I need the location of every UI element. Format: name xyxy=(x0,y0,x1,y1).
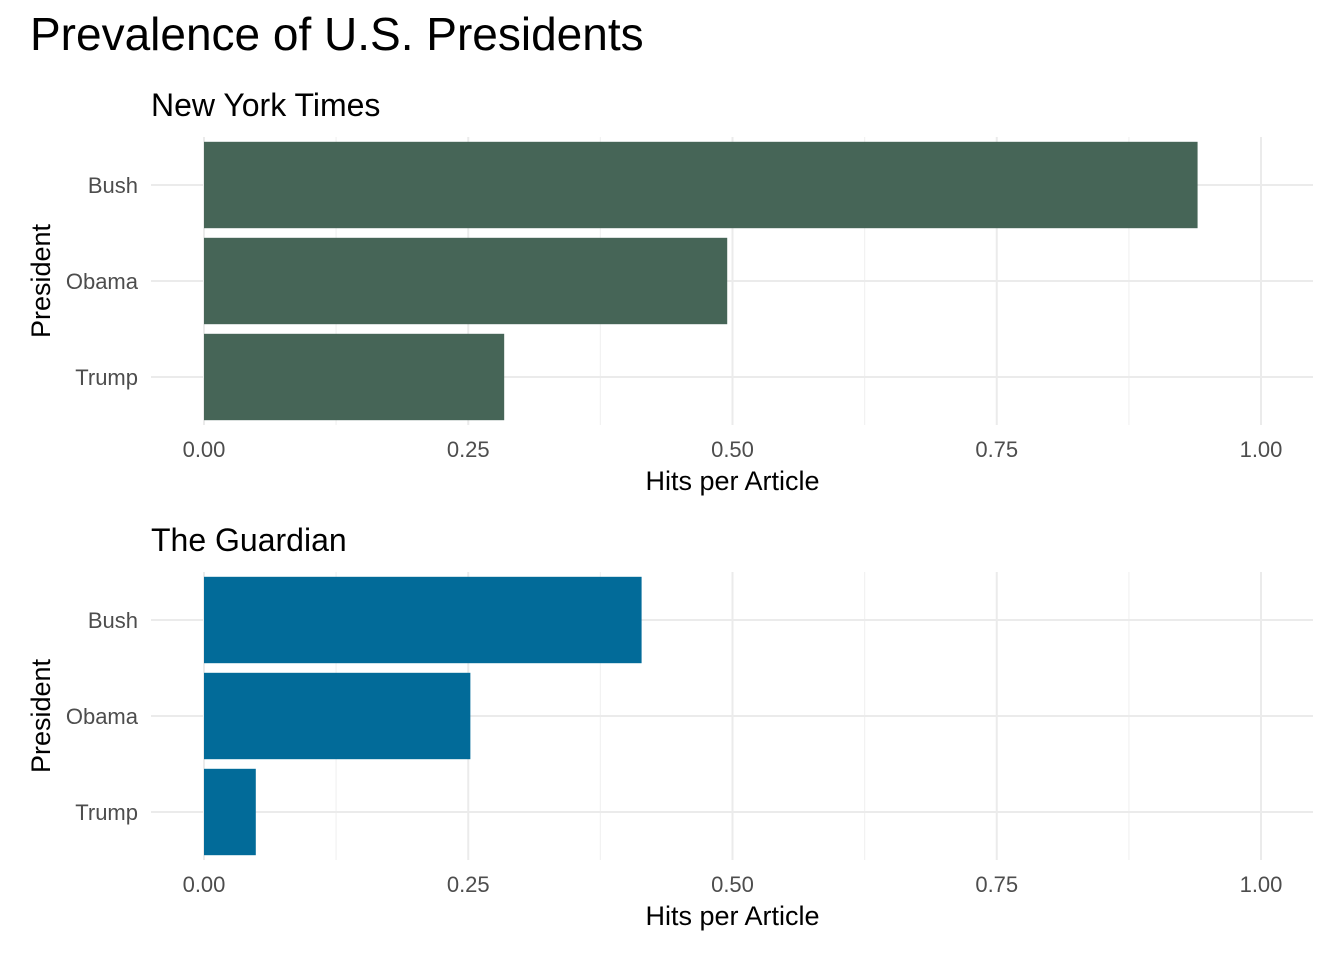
x-tick-label: 0.50 xyxy=(711,872,754,897)
x-tick-label: 0.50 xyxy=(711,437,754,462)
x-axis-title: Hits per Article xyxy=(645,466,819,496)
y-tick-label: Bush xyxy=(88,173,138,198)
y-tick-label: Trump xyxy=(75,365,138,390)
figure-title: Prevalence of U.S. Presidents xyxy=(30,8,644,60)
y-tick-label: Obama xyxy=(66,704,139,729)
bar-trump xyxy=(204,768,256,856)
chart-panel-2: The Guardian Bush Obama Trump 0.00 0.25 0.50 0.… xyxy=(26,522,1313,931)
bar-obama xyxy=(204,672,471,760)
panel-title: New York Times xyxy=(151,87,380,123)
chart-panel-1: New York Times Bush Obama Trump 0.00 0.25 0.50… xyxy=(26,87,1313,496)
y-axis-title: President xyxy=(26,223,56,338)
y-tick-label: Trump xyxy=(75,800,138,825)
x-tick-label: 0.75 xyxy=(975,872,1018,897)
x-tick-label: 0.75 xyxy=(975,437,1018,462)
x-tick-label: 1.00 xyxy=(1240,872,1283,897)
x-axis-title: Hits per Article xyxy=(645,901,819,931)
bar-trump xyxy=(204,333,505,421)
x-tick-label: 0.25 xyxy=(447,872,490,897)
y-tick-label: Obama xyxy=(66,269,139,294)
y-tick-label: Bush xyxy=(88,608,138,633)
x-tick-label: 0.00 xyxy=(183,872,226,897)
y-axis-title: President xyxy=(26,658,56,773)
bar-obama xyxy=(204,237,728,325)
x-tick-label: 0.25 xyxy=(447,437,490,462)
bar-bush xyxy=(204,576,642,664)
panel-title: The Guardian xyxy=(151,522,347,558)
x-tick-label: 0.00 xyxy=(183,437,226,462)
x-tick-label: 1.00 xyxy=(1240,437,1283,462)
bar-bush xyxy=(204,141,1198,229)
